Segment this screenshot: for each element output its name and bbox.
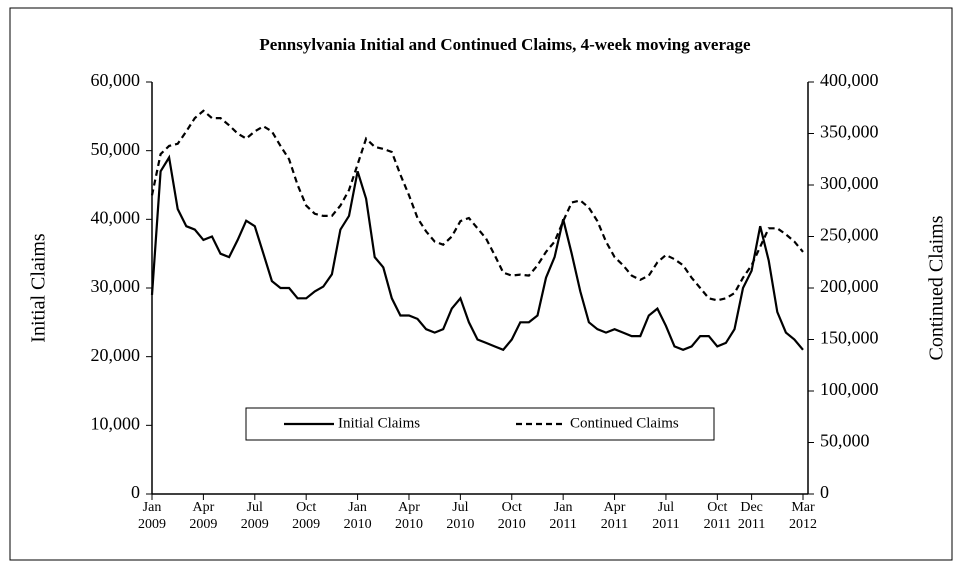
y-tick-label: 50,000: [91, 139, 141, 159]
x-tick-label: Oct 2009: [292, 500, 320, 532]
x-tick-label: Jan 2011: [549, 500, 576, 532]
y2-tick-label: 350,000: [820, 122, 879, 142]
y2-tick-label: 400,000: [820, 70, 879, 90]
x-tick-label: Dec 2011: [738, 500, 765, 532]
y-axis-label: Initial Claims: [28, 233, 50, 343]
series-line: [150, 109, 804, 302]
y-tick-label: 40,000: [91, 207, 141, 227]
y2-tick-label: 100,000: [820, 379, 879, 399]
legend-label: Initial Claims: [338, 415, 420, 431]
y2-axis-label: Continued Claims: [926, 215, 948, 360]
x-tick-label: Jan 2009: [138, 500, 166, 532]
legend-label: Continued Claims: [570, 415, 679, 431]
y-tick-label: 60,000: [91, 70, 141, 90]
y2-tick-label: 300,000: [820, 173, 879, 193]
x-tick-label: Jul 2011: [652, 500, 679, 532]
series-line: [150, 154, 804, 352]
y-tick-label: 30,000: [91, 276, 141, 296]
chart-title: Pennsylvania Initial and Continued Claim…: [259, 35, 751, 54]
x-tick-label: Apr 2011: [601, 500, 628, 532]
x-tick-label: Apr 2009: [189, 500, 217, 532]
x-tick-label: Jul 2009: [241, 500, 269, 532]
x-tick-label: Apr 2010: [395, 500, 423, 532]
y-tick-label: 0: [131, 482, 140, 502]
y2-tick-label: 200,000: [820, 276, 879, 296]
x-tick-label: Oct 2010: [498, 500, 526, 532]
y2-tick-label: 50,000: [820, 431, 870, 451]
y2-tick-label: 250,000: [820, 225, 879, 245]
x-tick-label: Jan 2010: [344, 500, 372, 532]
chart-frame: [9, 7, 953, 561]
x-tick-label: Mar 2012: [789, 500, 817, 532]
y-tick-label: 20,000: [91, 345, 141, 365]
y2-tick-label: 0: [820, 482, 829, 502]
x-tick-label: Jul 2010: [446, 500, 474, 532]
y2-tick-label: 150,000: [820, 328, 879, 348]
y-tick-label: 10,000: [91, 413, 141, 433]
x-tick-label: Oct 2011: [704, 500, 731, 532]
